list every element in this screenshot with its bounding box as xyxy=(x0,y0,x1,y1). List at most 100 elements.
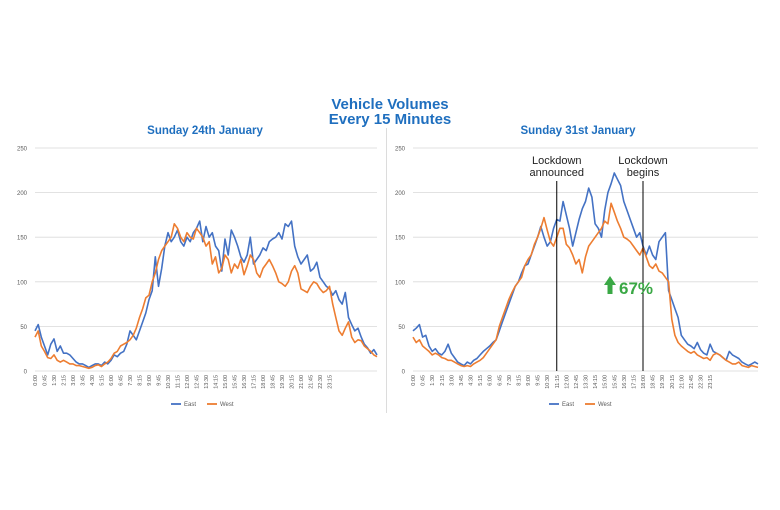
y-tick-label: 250 xyxy=(17,147,28,153)
x-tick-label: 2:15 xyxy=(62,375,68,386)
y-tick-label: 150 xyxy=(17,236,28,242)
x-tick-label: 18:00 xyxy=(641,375,647,389)
right-chart-title: Sunday 31st January xyxy=(520,125,636,137)
x-tick-label: 9:00 xyxy=(147,375,153,386)
series-line-east xyxy=(34,220,378,369)
x-tick-label: 23:15 xyxy=(328,375,334,389)
left-chart-panel: 0 50 100 150 200 250 0:00 0:45 1:30 2:15 3:00 3:45 4… xyxy=(17,119,383,414)
panel-divider xyxy=(386,128,387,413)
x-tick-label: 11:15 xyxy=(555,375,561,388)
x-tick-label: 22:30 xyxy=(699,375,705,389)
x-tick-label: 1:30 xyxy=(430,375,436,386)
legend-label-west: West xyxy=(598,402,612,408)
x-tick-label: 4:30 xyxy=(469,375,475,386)
increase-percentage: 67% xyxy=(619,279,653,298)
left-chart-title: Sunday 24th January xyxy=(147,125,263,137)
x-tick-label: 12:00 xyxy=(185,375,191,389)
x-tick-label: 14:15 xyxy=(214,375,220,389)
main-title: Vehicle Volumes Every 15 Minutes xyxy=(0,97,780,127)
x-tick-label: 7:30 xyxy=(128,375,134,386)
x-tick-label: 0:45 xyxy=(421,375,427,386)
x-tick-label: 10:30 xyxy=(545,375,551,389)
legend-label-east: East xyxy=(562,402,574,408)
lockdown-announced-label-2: announced xyxy=(530,167,584,179)
x-tick-label: 21:00 xyxy=(299,375,305,389)
series-line-west xyxy=(34,223,378,370)
x-tick-label: 2:15 xyxy=(440,375,446,386)
x-tick-label: 12:45 xyxy=(574,375,580,389)
legend-label-west: West xyxy=(220,402,234,408)
y-tick-label: 150 xyxy=(395,236,406,242)
x-tick-label: 15:45 xyxy=(233,375,239,389)
x-tick-label: 0:00 xyxy=(411,375,417,386)
x-tick-label: 19:30 xyxy=(280,375,286,389)
x-tick-label: 16:30 xyxy=(242,375,248,389)
y-tick-label: 50 xyxy=(398,325,405,331)
x-tick-label: 11:15 xyxy=(176,375,182,388)
y-tick-label: 50 xyxy=(20,325,27,331)
x-tick-label: 19:30 xyxy=(660,375,666,389)
y-tick-label: 250 xyxy=(395,147,406,153)
main-title-line1: Vehicle Volumes xyxy=(331,96,449,113)
y-tick-label: 0 xyxy=(24,370,28,376)
x-tick-label: 5:15 xyxy=(478,375,484,386)
x-tick-label: 18:45 xyxy=(651,375,657,389)
x-tick-label: 13:30 xyxy=(584,375,590,389)
x-tick-label: 9:45 xyxy=(157,375,163,386)
y-tick-label: 0 xyxy=(402,370,406,376)
x-tick-label: 3:45 xyxy=(81,375,87,386)
x-tick-label: 8:15 xyxy=(516,375,522,386)
lockdown-begins-label-2: begins xyxy=(627,167,660,179)
x-tick-label: 0:00 xyxy=(33,375,39,386)
x-tick-label: 16:30 xyxy=(622,375,628,389)
x-tick-label: 15:00 xyxy=(223,375,229,389)
x-tick-label: 3:00 xyxy=(71,375,77,386)
x-tick-label: 15:00 xyxy=(603,375,609,389)
x-tick-label: 9:45 xyxy=(536,375,542,386)
x-tick-label: 12:00 xyxy=(564,375,570,389)
series-line-west xyxy=(412,202,759,369)
x-tick-label: 20:15 xyxy=(290,375,296,389)
x-tick-label: 9:00 xyxy=(526,375,532,386)
right-chart-svg: 0 50 100 150 200 250 0:00 0:45 1:30 2:15 3:00 3:45 4… xyxy=(395,147,759,408)
x-tick-label: 20:15 xyxy=(670,375,676,389)
series-line-east xyxy=(412,172,759,367)
x-tick-label: 23:15 xyxy=(708,375,714,389)
right-chart-panel: 0 50 100 150 200 250 0:00 0:45 1:30 2:15 3:00 3:45 4… xyxy=(391,119,765,414)
x-tick-label: 10:30 xyxy=(166,375,172,389)
x-tick-label: 6:45 xyxy=(497,375,503,386)
x-tick-label: 22:30 xyxy=(318,375,324,389)
legend-label-east: East xyxy=(184,402,196,408)
lockdown-announced-label-1: Lockdown xyxy=(532,155,582,167)
x-tick-label: 13:30 xyxy=(204,375,210,389)
y-tick-label: 100 xyxy=(17,280,28,286)
increase-arrow-icon xyxy=(604,276,616,294)
x-tick-label: 17:15 xyxy=(252,375,258,389)
x-tick-label: 8:15 xyxy=(138,375,144,386)
x-tick-label: 3:00 xyxy=(449,375,455,386)
y-tick-label: 200 xyxy=(395,191,406,197)
x-tick-label: 17:15 xyxy=(631,375,637,389)
x-tick-label: 12:45 xyxy=(195,375,201,389)
x-tick-label: 6:45 xyxy=(119,375,125,386)
x-tick-label: 21:45 xyxy=(309,375,315,389)
x-tick-label: 18:45 xyxy=(271,375,277,389)
x-tick-label: 14:15 xyxy=(593,375,599,389)
main-title-line2: Every 15 Minutes xyxy=(328,111,452,128)
x-tick-label: 5:15 xyxy=(100,375,106,386)
lockdown-begins-label-1: Lockdown xyxy=(618,155,668,167)
x-tick-label: 18:00 xyxy=(261,375,267,389)
left-chart-svg: 0 50 100 150 200 250 0:00 0:45 1:30 2:15 3:00 3:45 4… xyxy=(17,147,378,408)
x-tick-label: 4:30 xyxy=(90,375,96,386)
x-tick-label: 1:30 xyxy=(52,375,58,386)
x-tick-label: 3:45 xyxy=(459,375,465,386)
y-tick-label: 200 xyxy=(17,191,28,197)
x-tick-label: 21:45 xyxy=(689,375,695,389)
x-tick-label: 21:00 xyxy=(679,375,685,389)
y-tick-label: 100 xyxy=(395,280,406,286)
x-tick-label: 7:30 xyxy=(507,375,513,386)
x-tick-label: 6:00 xyxy=(109,375,115,386)
x-tick-label: 6:00 xyxy=(488,375,494,386)
x-tick-label: 15:45 xyxy=(612,375,618,389)
x-tick-label: 0:45 xyxy=(43,375,49,386)
